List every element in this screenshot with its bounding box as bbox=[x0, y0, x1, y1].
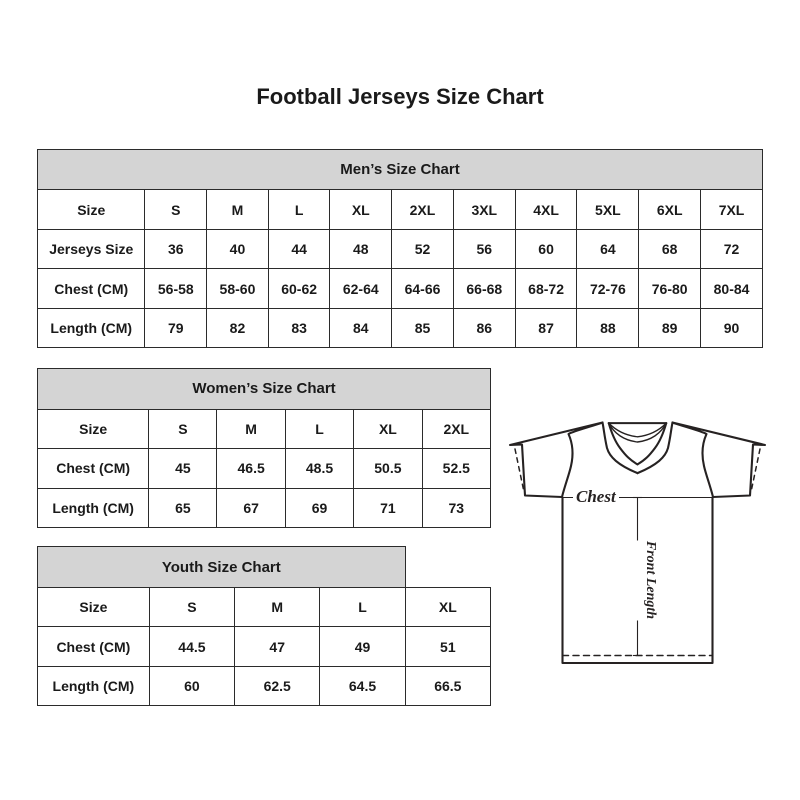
svg-text:Front Length: Front Length bbox=[643, 540, 658, 619]
svg-text:Chest: Chest bbox=[576, 487, 617, 506]
